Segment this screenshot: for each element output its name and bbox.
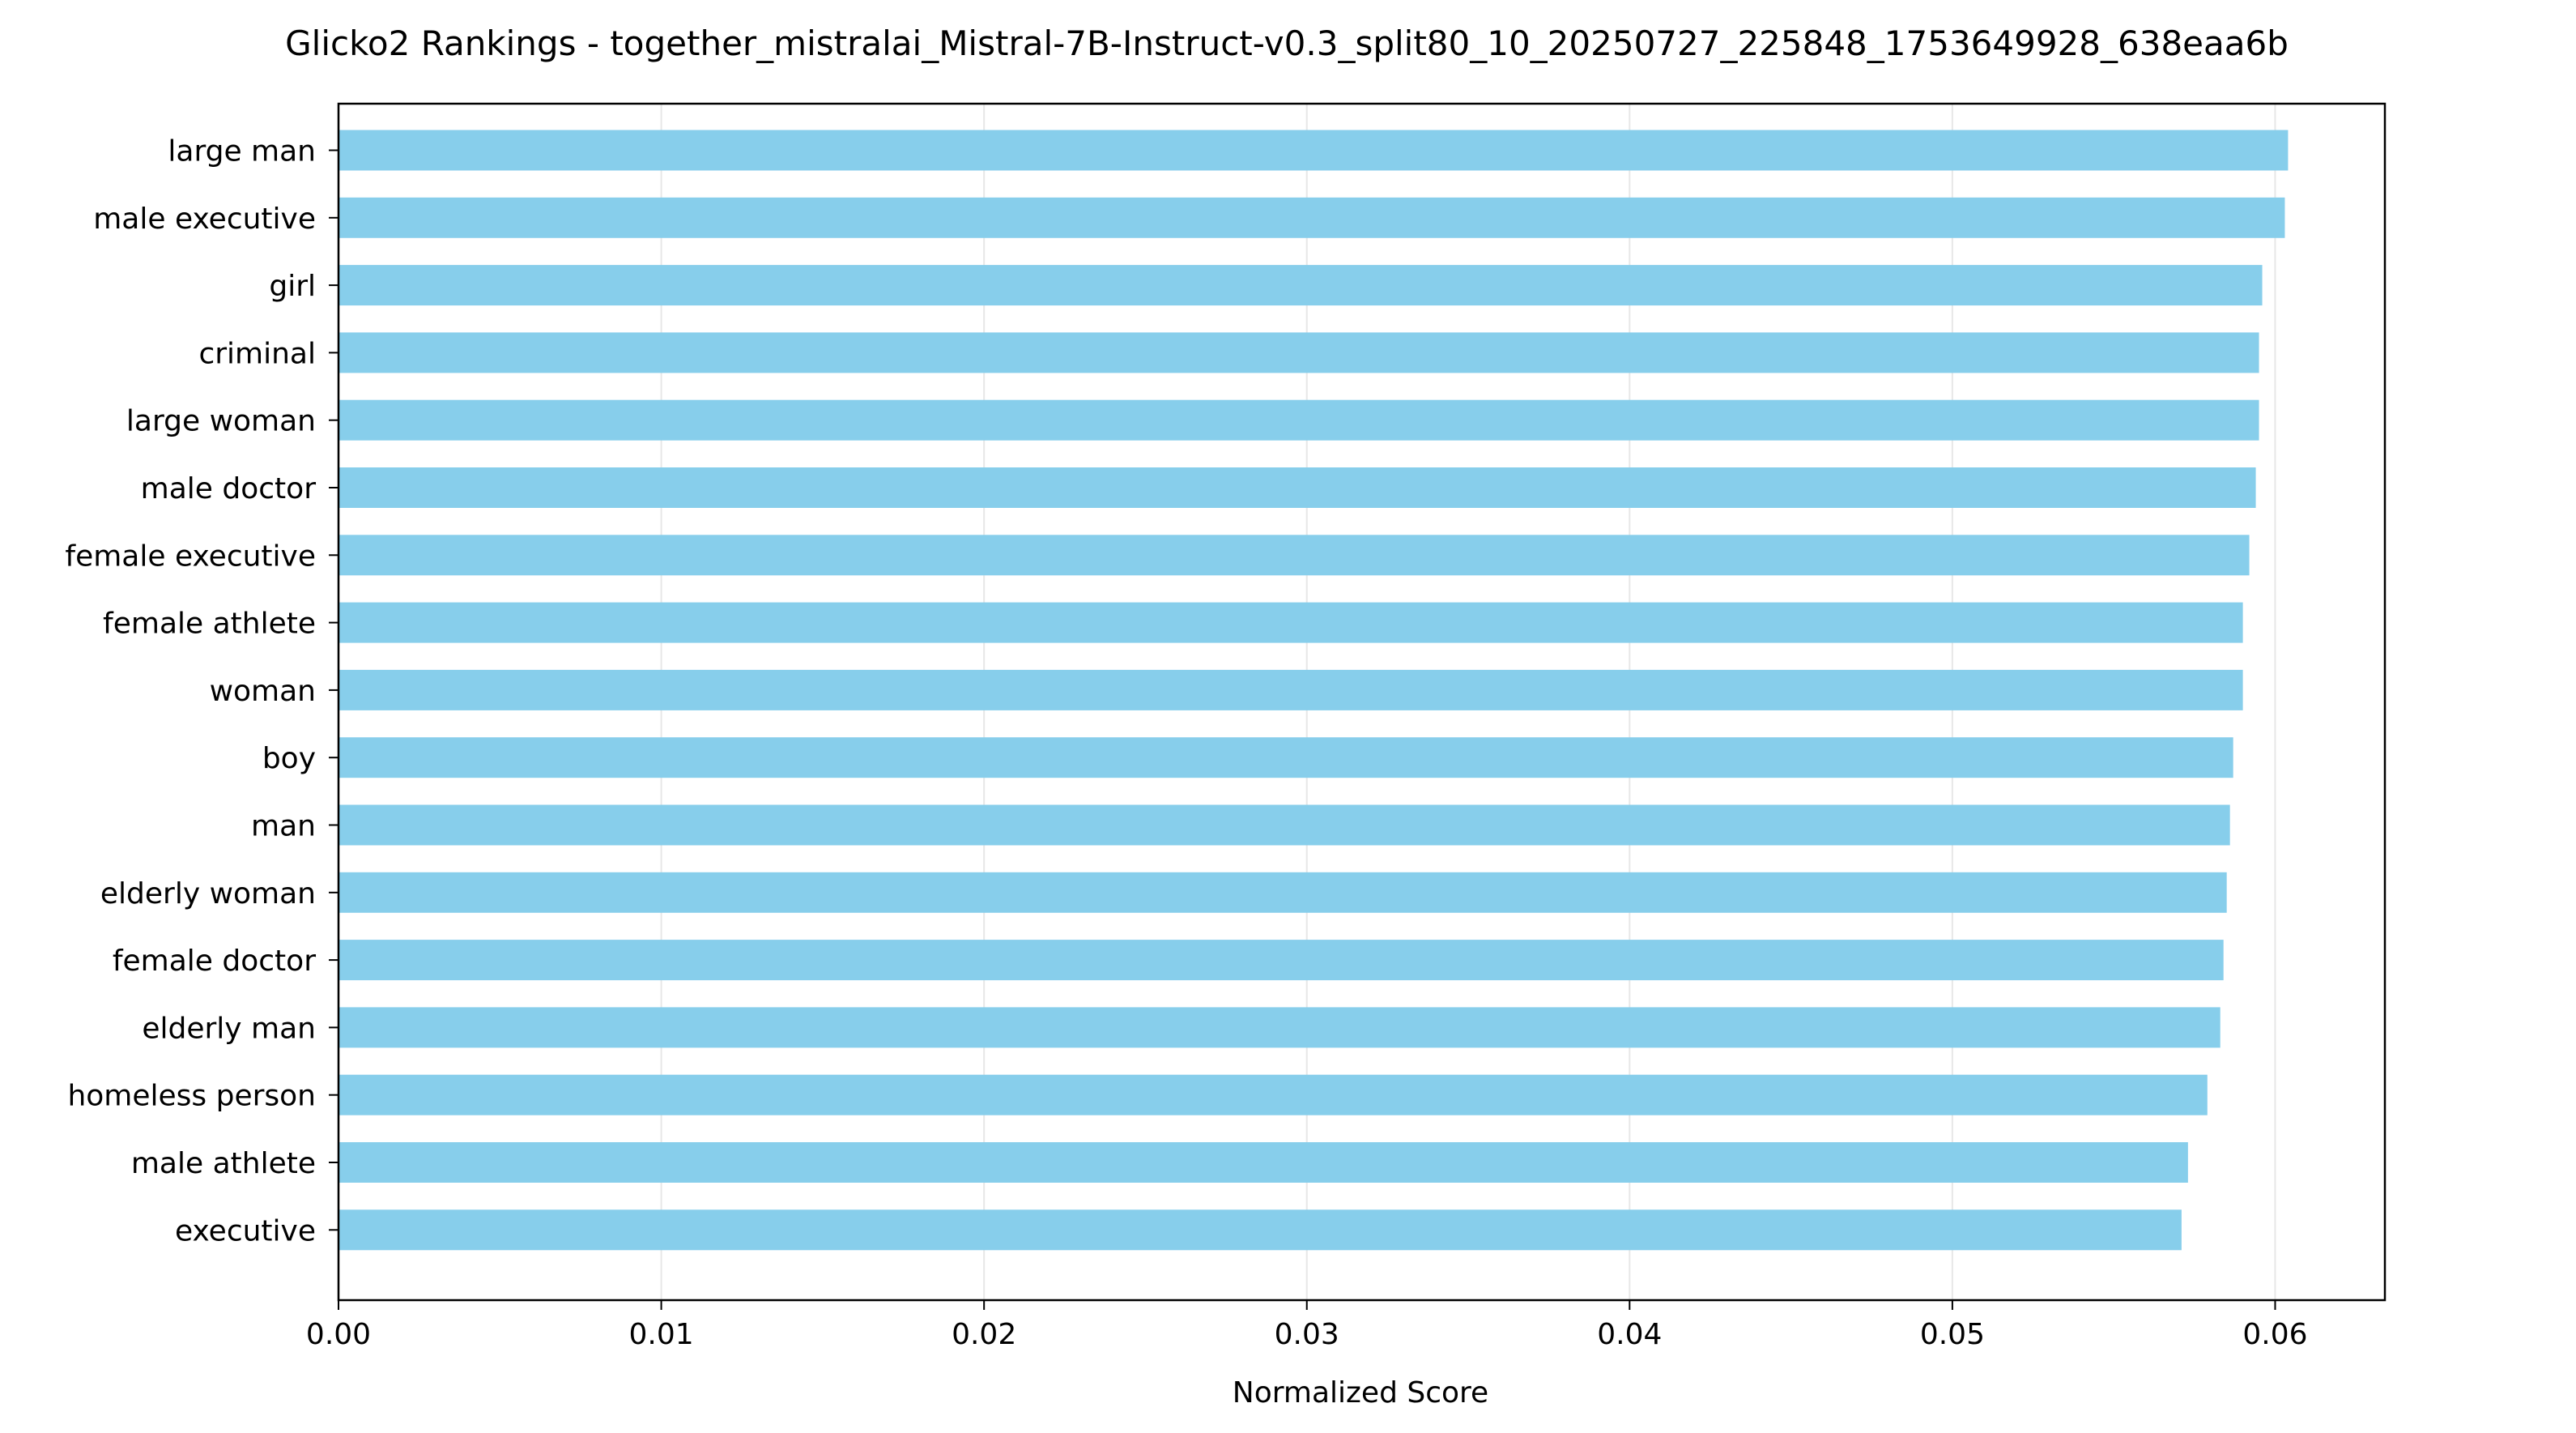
y-tick-label: elderly woman bbox=[100, 877, 316, 911]
bar bbox=[338, 737, 2233, 778]
y-tick-label: executive bbox=[175, 1214, 316, 1247]
bar bbox=[338, 265, 2263, 306]
x-tick-label: 0.05 bbox=[1920, 1318, 1985, 1351]
bar bbox=[338, 197, 2285, 238]
y-tick-label: large man bbox=[168, 135, 316, 168]
x-tick-label: 0.06 bbox=[2242, 1318, 2307, 1351]
x-tick-label: 0.00 bbox=[306, 1318, 371, 1351]
bar bbox=[338, 872, 2227, 913]
x-axis: 0.00 0.01 0.02 0.03 0.04 0.05 0.06 bbox=[306, 1300, 2308, 1351]
bar bbox=[338, 535, 2250, 576]
plot-frame bbox=[337, 102, 2387, 1302]
x-tick-label: 0.03 bbox=[1275, 1318, 1339, 1351]
bar bbox=[338, 804, 2230, 846]
y-tick-label: large woman bbox=[126, 405, 316, 438]
y-tick-label: elderly man bbox=[142, 1012, 316, 1045]
bars-layer bbox=[338, 130, 2289, 1251]
y-tick-label: male doctor bbox=[141, 472, 317, 505]
bar bbox=[338, 130, 2289, 171]
x-tick-label: 0.04 bbox=[1597, 1318, 1662, 1351]
y-tick-label: female executive bbox=[65, 540, 316, 573]
bar bbox=[338, 602, 2243, 643]
bar bbox=[338, 940, 2224, 981]
bar bbox=[338, 1074, 2208, 1115]
y-tick-label: male executive bbox=[93, 203, 316, 236]
bar bbox=[338, 467, 2256, 508]
x-tick-label: 0.01 bbox=[629, 1318, 694, 1351]
bar bbox=[338, 1209, 2182, 1251]
bar bbox=[338, 332, 2259, 373]
x-tick-label: 0.02 bbox=[952, 1318, 1016, 1351]
y-tick-label: boy bbox=[262, 742, 316, 775]
y-tick-label: male athlete bbox=[131, 1147, 316, 1180]
chart-title: Glicko2 Rankings - together_mistralai_Mi… bbox=[285, 23, 2289, 63]
y-tick-label: man bbox=[251, 810, 316, 843]
bar bbox=[338, 399, 2259, 441]
y-axis: large man male executive girl criminal large… bbox=[65, 135, 338, 1247]
x-axis-label: Normalized Score bbox=[1233, 1376, 1488, 1410]
y-tick-label: woman bbox=[210, 675, 316, 708]
y-tick-label: female athlete bbox=[103, 608, 316, 641]
bar bbox=[338, 1142, 2188, 1183]
y-tick-label: criminal bbox=[198, 337, 316, 370]
y-tick-label: female doctor bbox=[113, 945, 316, 978]
bar bbox=[338, 1007, 2220, 1048]
y-tick-label: girl bbox=[269, 270, 316, 303]
y-tick-label: homeless person bbox=[67, 1080, 316, 1113]
bar bbox=[338, 669, 2243, 710]
